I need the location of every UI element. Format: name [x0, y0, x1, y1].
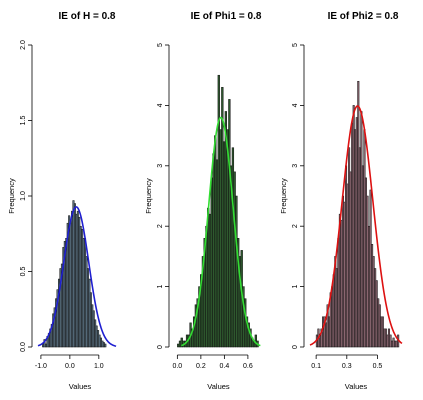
y-tick-label: 4: [292, 103, 299, 107]
x-tick-label: 0.3: [342, 363, 352, 370]
x-tick-label: -1.0: [35, 363, 47, 370]
histogram-bar: [228, 99, 231, 348]
histogram-bar: [233, 171, 236, 348]
x-axis-label: Values: [69, 382, 92, 391]
y-tick-label: 4: [157, 103, 164, 107]
y-tick-label: 0.5: [20, 267, 27, 277]
histogram-bar: [235, 195, 238, 348]
histogram-bar: [215, 159, 219, 348]
histogram-bar: [177, 343, 180, 348]
y-tick-label: 1: [292, 285, 299, 289]
x-axis-label: Values: [345, 382, 368, 391]
chart-title: IE of Phi1 = 0.8: [191, 11, 262, 22]
x-tick-label: 0.5: [373, 363, 383, 370]
histogram-bar: [219, 129, 222, 348]
y-tick-label: 3: [292, 164, 299, 168]
x-tick-label: 1.0: [94, 363, 104, 370]
y-tick-label: 5: [292, 43, 299, 47]
x-tick-label: 0.6: [243, 363, 253, 370]
histogram-bar: [221, 87, 224, 348]
y-tick-label: 2: [157, 224, 164, 228]
histogram-bar: [254, 334, 257, 348]
histogram-bar: [104, 343, 107, 348]
chart-title: IE of Phi2 = 0.8: [328, 11, 399, 22]
y-tick-label: 2: [292, 224, 299, 228]
x-tick-label: 0.1: [311, 363, 321, 370]
y-axis-label: Frequency: [7, 178, 16, 214]
y-tick-label: 5: [157, 43, 164, 47]
y-axis-label: Frequency: [279, 178, 288, 214]
y-tick-label: 1: [157, 285, 164, 289]
density-curve: [309, 105, 403, 346]
y-axis-label: Frequency: [144, 178, 153, 214]
density-curve: [37, 206, 117, 347]
histogram-bar: [214, 135, 217, 348]
histogram-bar: [222, 141, 226, 348]
histogram-bar: [212, 153, 215, 348]
histogram-bar: [244, 298, 247, 348]
histogram-panel-3: IE of Phi2 = 0.8 0 1 2 3 4 5 Frequency 0.1 0.3 0.5…: [279, 11, 403, 391]
y-tick-label: 0.0: [20, 342, 27, 352]
histogram-panel-1: IE of H = 0.8 0.0 0.5 1.0 1.5 2.0 Frequency -1.…: [7, 11, 117, 391]
density-curve: [181, 116, 261, 347]
y-tick-label: 1.5: [20, 116, 27, 126]
x-tick-label: 0.0: [172, 363, 182, 370]
x-tick-label: 0.4: [220, 363, 230, 370]
y-tick-label: 0: [292, 345, 299, 349]
histogram-bar: [231, 147, 235, 348]
histogram-bar: [217, 74, 220, 348]
y-tick-label: 3: [157, 164, 164, 168]
histogram-bar: [178, 340, 182, 348]
histogram-bar: [210, 177, 213, 348]
histogram-bar: [207, 207, 210, 348]
x-axis-label: Values: [207, 382, 230, 391]
histogram-panel-2: IE of Phi1 = 0.8 0 1 2 3 4 5 Frequency 0.0 0.2 0.4…: [144, 11, 262, 391]
x-tick-label: 0.2: [196, 363, 206, 370]
histogram-bar: [208, 213, 212, 348]
y-tick-label: 2.0: [20, 40, 27, 50]
histogram-bar: [224, 111, 227, 348]
chart-title: IE of H = 0.8: [59, 11, 116, 22]
y-tick-label: 0: [157, 345, 164, 349]
y-tick-label: 1.0: [20, 191, 27, 201]
x-tick-label: 0.0: [65, 363, 75, 370]
